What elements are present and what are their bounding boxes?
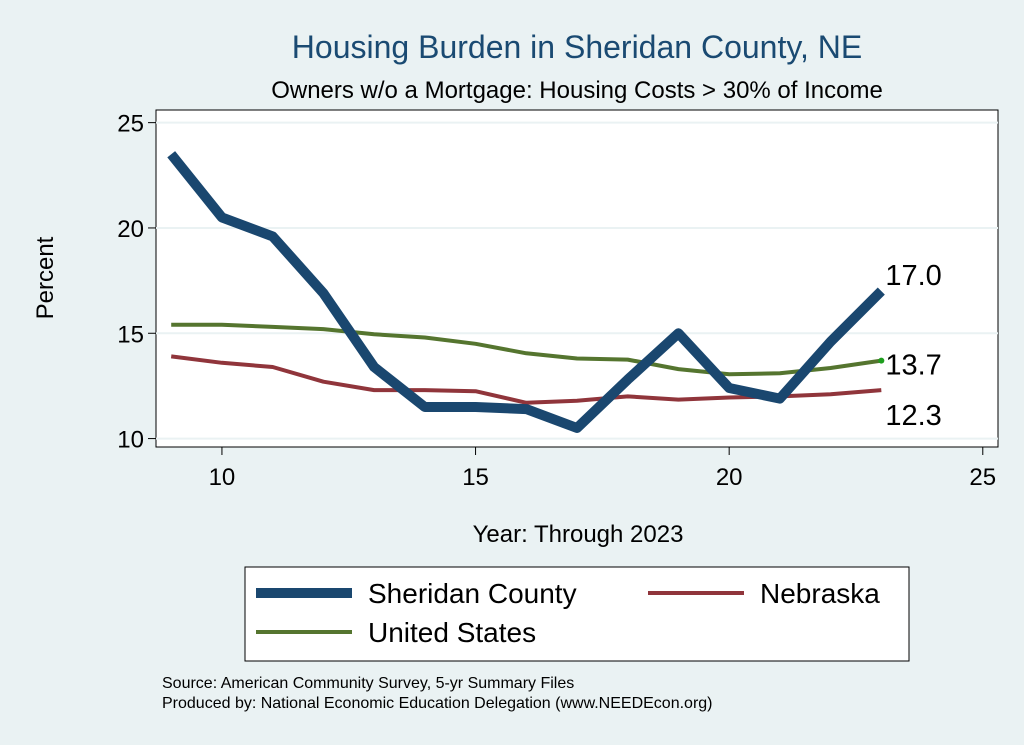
x-tick-label-25: 25	[969, 464, 996, 491]
source-line-1: Source: American Community Survey, 5-yr …	[162, 675, 574, 692]
legend-items: Sheridan County Nebraska United States	[256, 578, 880, 648]
y-axis: 10 15 20 25	[117, 111, 156, 454]
x-tick-label-10: 10	[209, 464, 236, 491]
end-labels: 17.0 12.3 13.7	[885, 260, 941, 432]
end-label-nebraska: 12.3	[885, 400, 941, 432]
y-axis-label: Percent	[32, 236, 59, 319]
end-label-united-states: 13.7	[885, 350, 941, 382]
legend-label-nebraska: Nebraska	[760, 578, 880, 609]
legend-label-united-states: United States	[368, 617, 536, 648]
series-line-united-states	[171, 322, 882, 377]
legend-label-sheridan-county: Sheridan County	[368, 578, 577, 609]
x-tick-label-20: 20	[716, 464, 743, 491]
source-line-2: Produced by: National Economic Education…	[162, 695, 713, 712]
x-tick-label-15: 15	[462, 464, 489, 491]
gridlines	[156, 121, 998, 440]
y-tick-label-20: 20	[117, 216, 144, 243]
legend	[244, 566, 910, 662]
end-label-sheridan-county: 17.0	[885, 260, 941, 292]
y-tick-label-10: 10	[117, 427, 144, 454]
x-axis: 10 15 20 25	[209, 447, 996, 491]
y-tick-label-15: 15	[117, 321, 144, 348]
plot-area	[155, 109, 999, 448]
series-line-sheridan-county	[167, 151, 885, 433]
x-axis-label: Year: Through 2023	[473, 521, 684, 548]
y-tick-label-25: 25	[117, 111, 144, 138]
chart-subtitle: Owners w/o a Mortgage: Housing Costs > 3…	[271, 77, 883, 104]
chart-title: Housing Burden in Sheridan County, NE	[292, 29, 862, 65]
end-marker-united-states	[878, 357, 885, 364]
series-lines	[167, 151, 885, 433]
